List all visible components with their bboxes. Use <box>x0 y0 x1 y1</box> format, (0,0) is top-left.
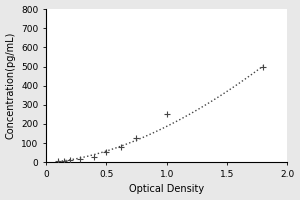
Y-axis label: Concentration(pg/mL): Concentration(pg/mL) <box>6 32 16 139</box>
X-axis label: Optical Density: Optical Density <box>129 184 204 194</box>
